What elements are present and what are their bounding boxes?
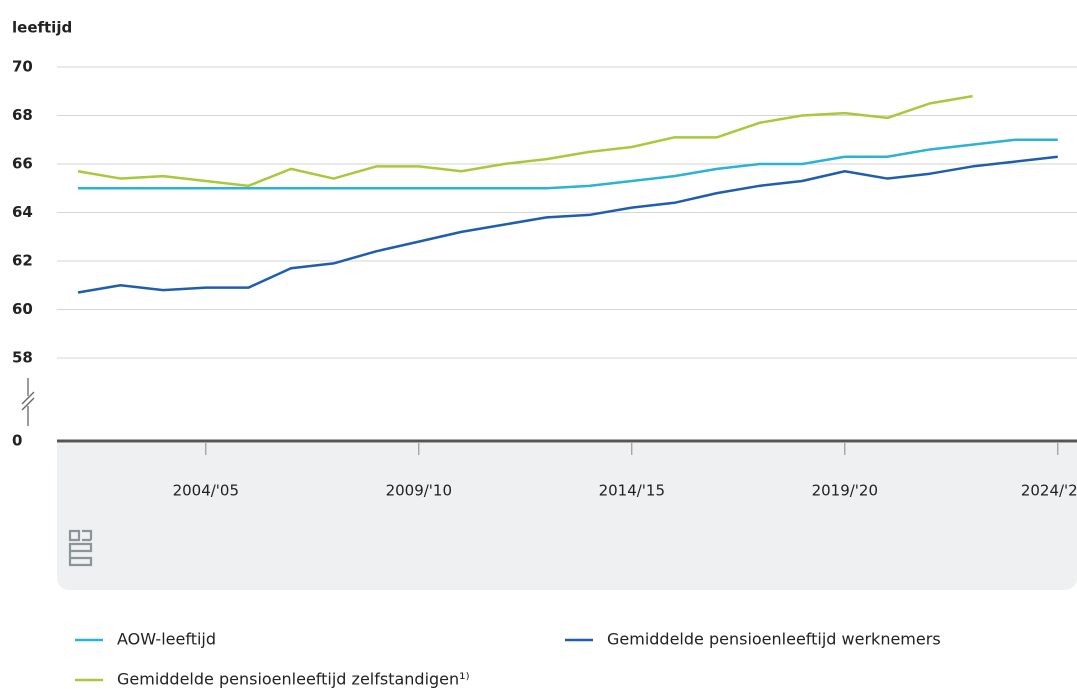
x-tick-label: 2004/'05 (173, 482, 239, 500)
y-tick-label: 0 (12, 432, 22, 450)
x-tick-label: 2009/'10 (386, 482, 452, 500)
y-tick-label: 70 (12, 58, 33, 76)
cbs-logo (68, 529, 93, 567)
series-line (77, 94, 973, 188)
x-tick-label: 2024/'25* (1021, 482, 1077, 500)
y-tick-label: 60 (12, 300, 33, 318)
y-axis-label: leeftijd (12, 19, 72, 37)
legend-label: AOW-leeftijd (117, 630, 216, 649)
x-tick-label: 2014/'15 (599, 482, 665, 500)
y-tick-label: 68 (12, 106, 33, 124)
series-line (77, 155, 1058, 294)
y-tick-label: 62 (12, 252, 33, 270)
axis-break (21, 378, 35, 426)
y-tick-label: 58 (12, 349, 33, 367)
series-line (78, 138, 1058, 190)
legend-label: Gemiddelde pensioenleeftijd werknemers (607, 630, 941, 649)
x-axis-panel (57, 443, 1077, 590)
y-tick-label: 66 (12, 155, 33, 173)
legend: AOW-leeftijd Gemiddelde pensioenleeftijd … (75, 630, 941, 689)
y-tick-label: 64 (12, 203, 33, 221)
x-tick-label: 2019/'20 (812, 482, 878, 500)
legend-label: Gemiddelde pensioenleeftijd zelfstandige… (117, 670, 470, 689)
